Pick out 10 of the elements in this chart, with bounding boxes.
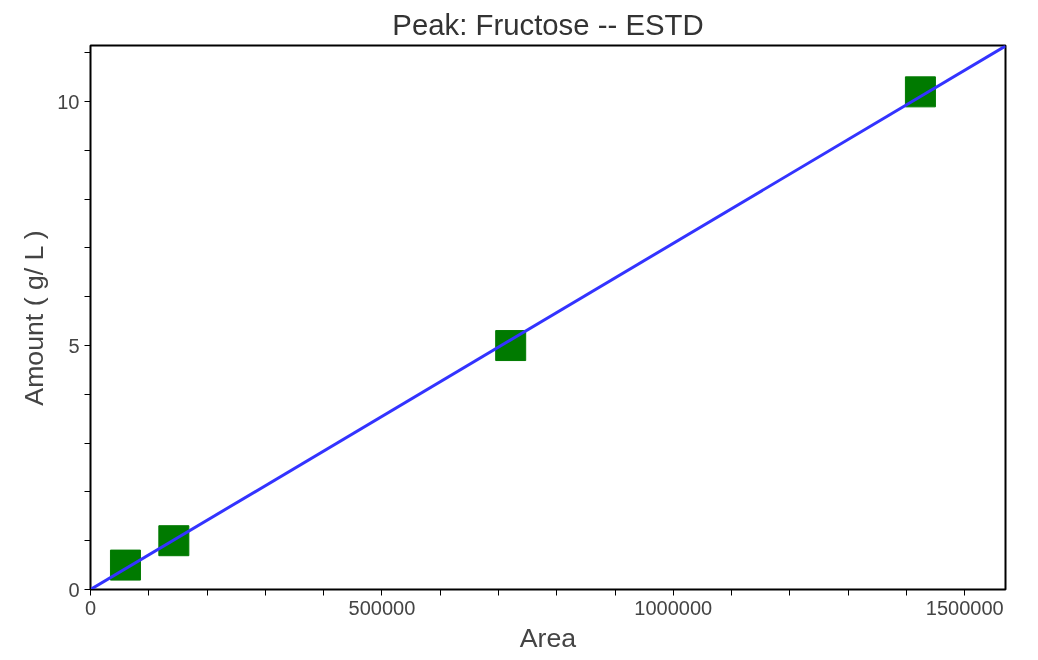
chart-title: Peak: Fructose -- ESTD [392,7,704,41]
y-axis-title: Amount ( g/ L ) [19,230,50,406]
x-tick-label: 0 [84,596,97,619]
y-tick-label: 5 [68,334,80,357]
y-tick-label: 0 [68,578,80,601]
x-tick-label: 500000 [348,596,416,619]
x-axis-title: Area [519,622,577,653]
y-tick-label: 10 [57,90,80,113]
x-tick-label: 1500000 [925,596,1004,619]
x-tick-label: 1000000 [634,596,713,619]
